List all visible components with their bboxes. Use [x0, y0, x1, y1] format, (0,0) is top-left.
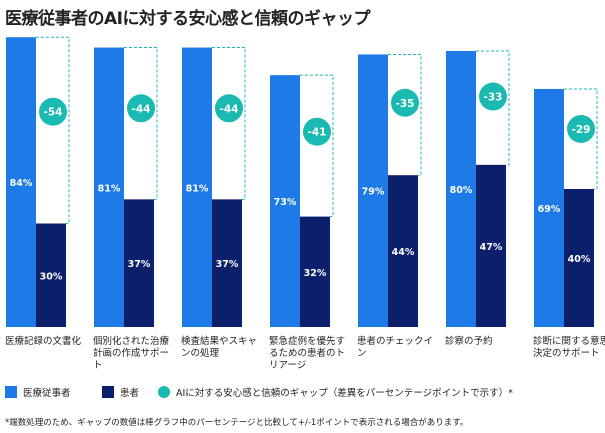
- bar-patients: [564, 189, 594, 327]
- gap-bracket: [476, 50, 510, 166]
- category-label: 個別化された治療計画の作成サポート: [93, 336, 170, 371]
- bar-patients: [36, 223, 66, 327]
- bar-providers: [6, 37, 36, 327]
- bar-providers: [182, 47, 212, 328]
- gap-bracket: [36, 36, 70, 224]
- bar-value-label-providers: 84%: [10, 178, 33, 189]
- bar-providers: [94, 47, 124, 328]
- gap-circle: [127, 94, 155, 123]
- category-label: 医療記録の文書化: [5, 336, 82, 347]
- legend-item-gap: AIに対する安心感と信頼のギャップ（差異をパーセンテージポイントで示す）*: [158, 385, 513, 399]
- bar-value-label-patients: 30%: [40, 271, 63, 282]
- gap-label: -35: [396, 98, 415, 110]
- bar-patients: [476, 164, 506, 327]
- gap-circle: [215, 94, 243, 123]
- bar-providers: [534, 88, 564, 327]
- gap-bracket: [300, 74, 334, 218]
- footnote: *端数処理のため、ギャップの数値は棒グラフ中のパーセンテージと比較して+/-1ポ…: [5, 418, 469, 428]
- legend-dot-gap: [158, 386, 170, 398]
- gap-circle: [391, 88, 419, 117]
- bar-value-label-patients: 44%: [392, 247, 415, 258]
- gap-label: -44: [220, 103, 239, 115]
- gap-bracket: [124, 47, 158, 200]
- gap-label: -29: [572, 124, 591, 136]
- legend-label-gap: AIに対する安心感と信頼のギャップ（差異をパーセンテージポイントで示す）*: [176, 388, 513, 399]
- gap-circle: [567, 114, 595, 143]
- bar-patients: [300, 216, 330, 327]
- gap-label: -33: [484, 92, 503, 104]
- gap-circle: [479, 82, 507, 111]
- gap-circle: [39, 97, 67, 126]
- gap-bracket: [564, 88, 598, 190]
- category-label: 診察の予約: [445, 336, 493, 347]
- bar-value-label-patients: 40%: [568, 254, 591, 265]
- gap-label: -44: [132, 103, 151, 115]
- chart-plot: -54 84% 30% -44 81% 37% -44 81% 37% -41 73% 32% -35 7…: [6, 36, 598, 328]
- legend-swatch-patients: [102, 386, 114, 398]
- legend-swatch-providers: [5, 386, 17, 398]
- category-label: 患者のチェックイン: [357, 336, 434, 359]
- category-label: 検査結果やスキャンの処理: [181, 336, 258, 359]
- legend-item-patients: 患者: [102, 385, 139, 399]
- bar-value-label-providers: 81%: [186, 183, 209, 194]
- bar-value-label-providers: 81%: [98, 183, 121, 194]
- legend-item-providers: 医療従事者: [5, 385, 71, 399]
- gap-bracket: [212, 47, 246, 200]
- gap-label: -54: [44, 107, 63, 119]
- bar-patients: [388, 175, 418, 327]
- category-label: 緊急症例を優先するための患者のトリアージ: [269, 336, 346, 371]
- bar-patients: [212, 199, 242, 327]
- bar-value-label-providers: 69%: [538, 204, 561, 215]
- bar-value-label-patients: 37%: [216, 259, 239, 270]
- gap-label: -41: [308, 127, 327, 139]
- bar-providers: [270, 75, 300, 328]
- bar-value-label-providers: 79%: [362, 187, 385, 198]
- bar-value-label-providers: 80%: [450, 185, 473, 196]
- legend-label-providers: 医療従事者: [23, 388, 71, 399]
- bar-value-label-providers: 73%: [274, 197, 297, 208]
- bar-providers: [358, 54, 388, 327]
- category-label: 診断に関する意思決定のサポート: [533, 336, 605, 359]
- bar-patients: [124, 199, 154, 327]
- bar-value-label-patients: 47%: [480, 242, 503, 253]
- legend-label-patients: 患者: [120, 388, 140, 399]
- gap-bracket: [388, 53, 422, 176]
- gap-circle: [303, 117, 331, 146]
- chart-title: 医療従事者のAIに対する安心感と信頼のギャップ: [5, 9, 370, 29]
- bar-providers: [446, 51, 476, 327]
- bar-value-label-patients: 37%: [128, 259, 151, 270]
- bar-value-label-patients: 32%: [304, 268, 327, 279]
